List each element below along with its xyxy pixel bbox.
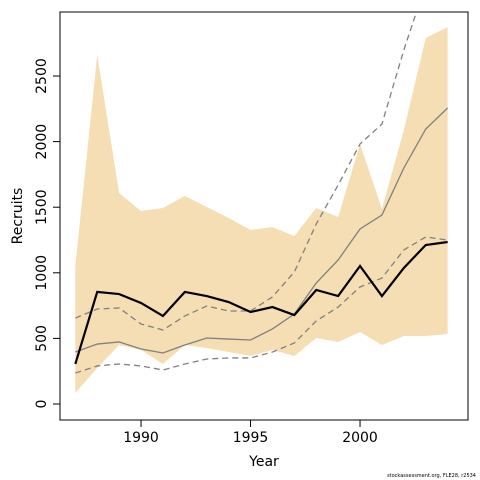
y-tick-label: 2000 [34,124,50,160]
footnote: stockassessment.org, FLE28, r2534 [387,473,476,479]
x-tick-label: 1995 [233,430,269,446]
y-tick-label: 0 [34,400,50,409]
confidence-band [75,27,448,393]
x-tick-label: 2000 [342,430,378,446]
y-tick-label: 1000 [34,255,50,291]
plot-area [74,12,449,393]
y-tick-label: 1500 [34,189,50,225]
series-line [75,12,418,331]
y-tick-label: 500 [34,325,50,352]
series-line [75,236,448,374]
plot-frame [59,11,469,421]
x-axis-label: Year [248,454,279,470]
y-tick-label: 2500 [34,58,50,94]
y-axis-label: Recruits [10,188,26,245]
series-line [75,107,449,354]
series-line [74,240,448,365]
x-tick-label: 1990 [123,430,159,446]
